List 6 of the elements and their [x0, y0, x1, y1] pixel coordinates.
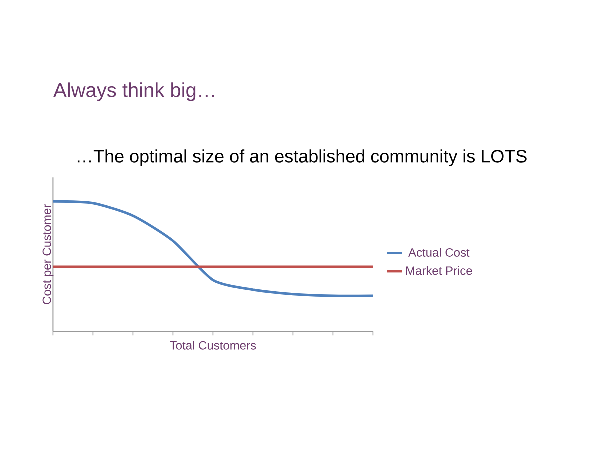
chart-subtitle: …The optimal size of an established community is LOTS: [78, 150, 527, 166]
x-axis-title: Total Customers: [170, 341, 256, 350]
chart-title: Always think big…: [54, 82, 214, 102]
legend-label: Actual Cost: [408, 248, 470, 257]
y-axis-title: Cost per Customer: [42, 204, 54, 304]
legend-label: Market Price: [406, 266, 472, 276]
